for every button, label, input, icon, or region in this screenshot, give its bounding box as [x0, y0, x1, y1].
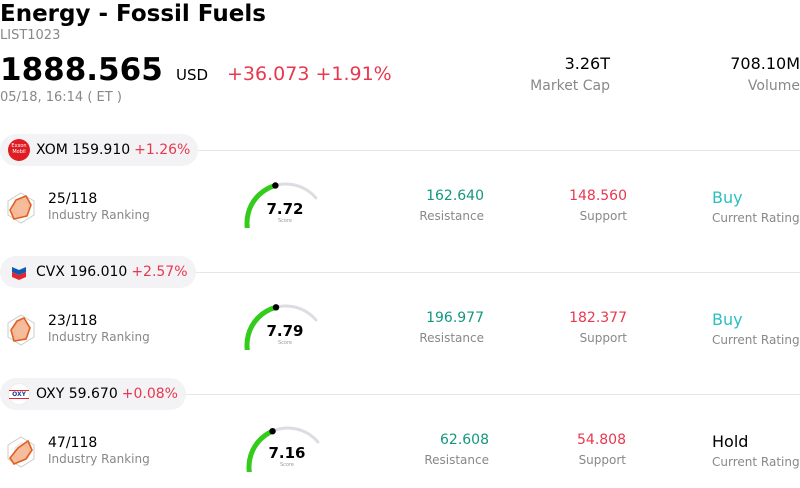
support-label: Support — [579, 209, 627, 223]
row-divider — [0, 272, 800, 273]
industry-rank-label: Industry Ranking — [48, 452, 150, 466]
resistance-label: Resistance — [419, 209, 484, 223]
score-gauge — [244, 182, 318, 228]
stock-change: +0.08% — [121, 386, 178, 402]
stock-change: +1.26% — [134, 142, 191, 158]
stock-price: 59.670 — [68, 386, 118, 402]
stock-ticker: CVX — [36, 264, 65, 280]
row-divider — [0, 150, 800, 151]
support-value: 148.560 — [569, 188, 627, 204]
current-rating-value: Buy — [712, 310, 743, 329]
score-label: Score — [277, 218, 292, 224]
list-code: LIST1023 — [0, 28, 61, 43]
stock-chip-cvx[interactable]: CVX 196.010 +2.57% — [0, 256, 196, 288]
score-gauge — [246, 426, 320, 472]
row-divider — [0, 394, 800, 395]
resistance-value: 196.977 — [426, 310, 484, 326]
resistance-value: 162.640 — [426, 188, 484, 204]
current-rating-label: Current Rating — [712, 455, 800, 469]
volume-value: 708.10M — [730, 54, 800, 73]
ranking-radar-icon — [7, 192, 35, 224]
industry-rank-label: Industry Ranking — [48, 208, 150, 222]
timestamp: 05/18, 16:14 ( ET ) — [0, 90, 122, 105]
index-price: 1888.565 — [0, 52, 163, 88]
score-value: 7.16 — [268, 444, 306, 462]
price-change-value: +36.073 — [227, 63, 310, 85]
industry-rank-value: 25/118 — [48, 191, 98, 207]
stock-ticker: XOM — [36, 142, 68, 158]
current-rating-label: Current Rating — [712, 211, 800, 225]
resistance-label: Resistance — [419, 331, 484, 345]
score-gauge-marker — [269, 427, 276, 435]
stock-price: 159.910 — [72, 142, 131, 158]
market-cap-value: 3.26T — [564, 54, 610, 73]
stock-chip-xom[interactable]: Exxon Mobil XOM 159.910 +1.26% — [0, 134, 199, 166]
stock-chip-oxy[interactable]: OXY OXY 59.670 +0.08% — [0, 378, 186, 410]
support-value: 182.377 — [569, 310, 627, 326]
exxon-mobil-logo-icon: Exxon Mobil — [8, 139, 30, 161]
current-rating-value: Hold — [712, 432, 749, 451]
current-rating-label: Current Rating — [712, 333, 800, 347]
resistance-value: 62.608 — [440, 432, 489, 448]
chevron-logo-icon — [12, 267, 26, 280]
currency-label: USD — [176, 66, 209, 84]
stock-change: +2.57% — [131, 264, 188, 280]
resistance-label: Resistance — [424, 453, 489, 467]
score-gauge-marker — [272, 304, 280, 311]
score-value: 7.79 — [266, 322, 304, 340]
price-change: +36.073 +1.91% — [227, 63, 392, 85]
ranking-radar-icon — [7, 314, 35, 346]
price-change-percent: +1.91% — [315, 63, 392, 85]
volume-label: Volume — [747, 78, 800, 94]
current-rating-value: Buy — [712, 188, 743, 207]
score-gauge — [244, 304, 318, 350]
score-label: Score — [277, 340, 292, 346]
ranking-radar-icon — [7, 436, 35, 468]
support-value: 54.808 — [577, 432, 626, 448]
occidental-logo-icon: OXY — [8, 383, 30, 405]
market-cap-label: Market Cap — [530, 78, 610, 94]
score-value: 7.72 — [266, 200, 304, 218]
stock-price: 196.010 — [69, 264, 128, 280]
support-label: Support — [578, 453, 626, 467]
support-label: Support — [579, 331, 627, 345]
industry-rank-value: 23/118 — [48, 313, 98, 329]
stock-ticker: OXY — [36, 386, 65, 402]
page-title: Energy - Fossil Fuels — [0, 1, 266, 27]
score-label: Score — [279, 462, 294, 468]
score-gauge-marker — [272, 182, 279, 189]
industry-rank-value: 47/118 — [48, 435, 98, 451]
industry-rank-label: Industry Ranking — [48, 330, 150, 344]
